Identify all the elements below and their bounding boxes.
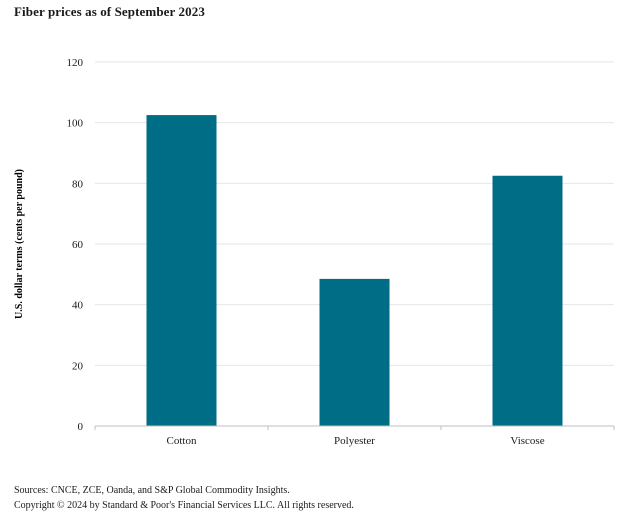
bar-chart: 0 20 40 60 80 100 120 Cotton Polyester Viscose U…	[14, 57, 615, 447]
bar-polyester	[319, 278, 390, 426]
x-tick-label-polyester: Polyester	[334, 435, 375, 447]
bar-viscose	[492, 175, 563, 426]
y-tick-label: 40	[72, 300, 84, 312]
x-tick-labels: Cotton Polyester Viscose	[167, 435, 545, 447]
bars	[146, 115, 563, 426]
y-tick-label: 80	[72, 178, 84, 190]
y-tick-label: 20	[72, 360, 84, 372]
x-tick-label-viscose: Viscose	[510, 435, 544, 447]
y-tick-label: 60	[72, 239, 84, 251]
y-tick-label: 0	[78, 421, 84, 433]
y-axis-label: U.S. dollar terms (cents per pound)	[14, 169, 25, 319]
y-tick-label: 120	[67, 57, 84, 69]
y-tick-labels: 0 20 40 60 80 100 120	[67, 57, 84, 433]
axes	[94, 425, 615, 430]
copyright-note: Copyright © 2024 by Standard & Poor's Fi…	[14, 500, 354, 511]
y-tick-label: 100	[67, 118, 84, 130]
sources-note: Sources: CNCE, ZCE, Oanda, and S&P Globa…	[14, 485, 290, 496]
chart-title: Fiber prices as of September 2023	[14, 4, 205, 19]
bar-cotton	[146, 115, 217, 426]
x-tick-label-cotton: Cotton	[167, 435, 197, 447]
